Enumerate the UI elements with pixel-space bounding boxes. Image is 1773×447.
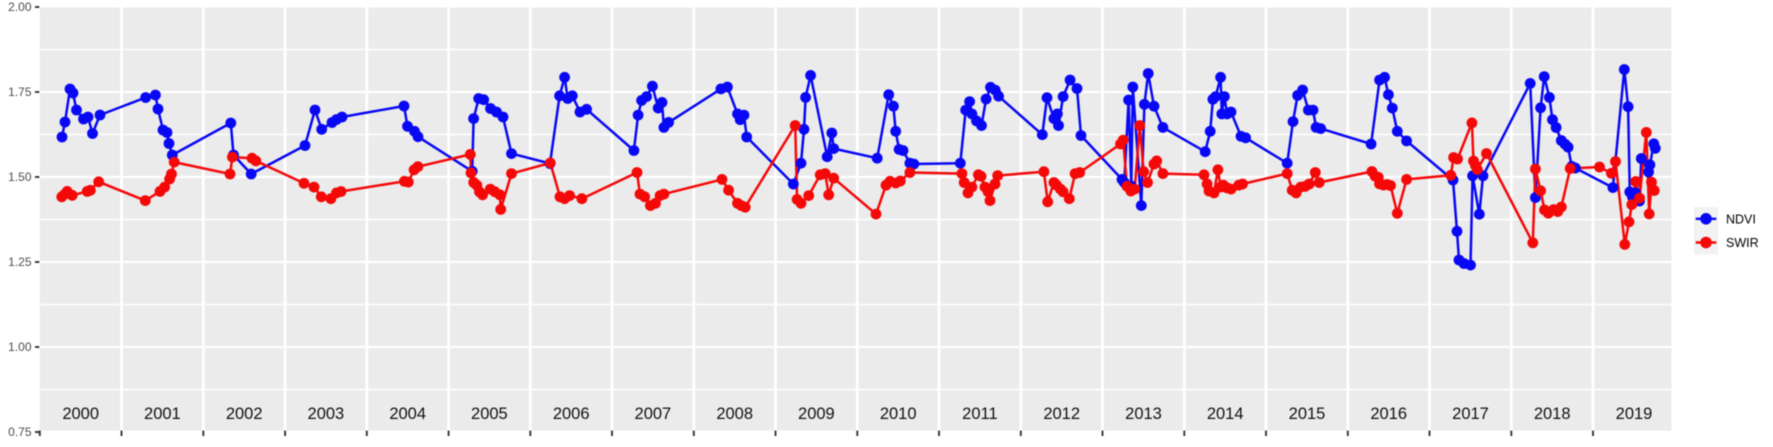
- svg-text:2013: 2013: [1125, 405, 1162, 423]
- svg-text:2006: 2006: [553, 405, 590, 423]
- svg-text:2.00: 2.00: [8, 0, 32, 14]
- svg-text:2005: 2005: [471, 405, 508, 423]
- svg-text:2002: 2002: [226, 405, 263, 423]
- svg-text:2011: 2011: [962, 405, 997, 423]
- svg-text:2001: 2001: [144, 405, 181, 423]
- svg-text:2018: 2018: [1534, 405, 1571, 423]
- svg-text:2014: 2014: [1207, 405, 1244, 423]
- svg-text:1.00: 1.00: [8, 340, 32, 354]
- svg-text:1.25: 1.25: [8, 255, 32, 269]
- svg-text:1.50: 1.50: [8, 170, 32, 184]
- svg-text:SWIR: SWIR: [1726, 236, 1759, 250]
- svg-text:2016: 2016: [1370, 405, 1407, 423]
- svg-text:2017: 2017: [1452, 405, 1489, 423]
- svg-text:1.75: 1.75: [8, 85, 32, 99]
- svg-text:2010: 2010: [880, 405, 917, 423]
- svg-text:2009: 2009: [798, 405, 835, 423]
- svg-text:2007: 2007: [635, 405, 672, 423]
- svg-text:2012: 2012: [1043, 405, 1080, 423]
- svg-text:2000: 2000: [62, 405, 99, 423]
- svg-text:2015: 2015: [1289, 405, 1326, 423]
- svg-text:2004: 2004: [389, 405, 426, 423]
- svg-text:2008: 2008: [716, 405, 753, 423]
- svg-text:2003: 2003: [308, 405, 345, 423]
- svg-text:NDVI: NDVI: [1726, 212, 1756, 226]
- svg-text:0.75: 0.75: [8, 425, 32, 439]
- svg-text:2019: 2019: [1616, 405, 1653, 423]
